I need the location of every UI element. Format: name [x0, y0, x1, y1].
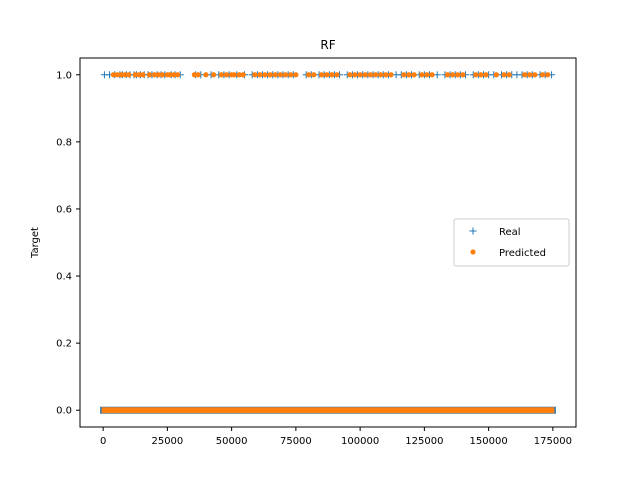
- predicted-point: [272, 72, 278, 78]
- real-point: [433, 71, 441, 79]
- x-tick-label: 150000: [470, 436, 508, 447]
- predicted-point: [203, 72, 209, 78]
- predicted-point: [357, 72, 363, 78]
- predicted-point: [240, 72, 246, 78]
- legend: Real Predicted: [453, 218, 570, 267]
- predicted-point: [324, 72, 330, 78]
- predicted-point: [211, 72, 217, 78]
- predicted-point: [473, 72, 479, 78]
- y-tick-label: 0.0: [56, 406, 72, 417]
- predicted-point: [372, 72, 379, 78]
- y-tick-label: 0.6: [56, 204, 72, 215]
- predicted-point: [460, 72, 466, 78]
- predicted-point: [252, 72, 258, 78]
- predicted-point: [455, 72, 461, 78]
- predicted-point: [277, 72, 284, 78]
- predicted-point: [478, 72, 484, 78]
- predicted-point: [257, 72, 263, 78]
- predicted-point: [501, 72, 507, 78]
- legend-label-real: Real: [499, 227, 521, 238]
- predicted-point: [306, 72, 312, 78]
- predicted-point: [522, 72, 528, 78]
- predicted-point: [444, 72, 451, 78]
- predicted-point: [367, 72, 374, 78]
- y-tick-label: 0.4: [56, 272, 72, 283]
- predicted-point: [159, 72, 165, 78]
- predicted-point: [411, 72, 417, 78]
- predicted-point: [311, 72, 317, 78]
- chart-title: RF: [320, 38, 335, 52]
- predicted-point: [151, 72, 158, 78]
- predicted-point: [262, 72, 268, 78]
- predicted-point: [122, 72, 128, 78]
- predicted-point: [140, 72, 146, 78]
- x-axis: 0 25000 50000 75000 100000 125000 150000 175000: [100, 427, 572, 447]
- legend-predicted-marker: [470, 249, 476, 255]
- x-tick-label: 0: [100, 436, 106, 447]
- predicted-point: [293, 72, 299, 78]
- predicted-point: [110, 72, 117, 78]
- predicted-point: [282, 72, 289, 78]
- legend-real-marker: [469, 227, 477, 235]
- y-tick-label: 1.0: [56, 70, 72, 81]
- data-points: [100, 71, 556, 79]
- predicted-point: [506, 72, 512, 78]
- x-tick-label: 25000: [151, 436, 183, 447]
- x-tick-label: 50000: [216, 436, 248, 447]
- predicted-point: [334, 72, 340, 78]
- predicted-point: [329, 72, 335, 78]
- predicted-point: [493, 72, 499, 78]
- predicted-point: [167, 72, 173, 78]
- predicted-point: [191, 72, 197, 78]
- predicted-point: [527, 72, 533, 78]
- predicted-point: [132, 72, 138, 78]
- x-tick-label: 125000: [405, 436, 443, 447]
- predicted-point: [362, 72, 368, 78]
- predicted-point: [483, 72, 489, 78]
- predicted-point: [218, 72, 224, 78]
- predicted-point: [545, 72, 551, 78]
- predicted-point: [401, 72, 407, 78]
- predicted-point: [532, 72, 538, 78]
- predicted-point: [136, 72, 142, 78]
- x-tick-label: 75000: [280, 436, 312, 447]
- predicted-point: [195, 72, 201, 78]
- predicted-point: [231, 72, 237, 78]
- predicted-baseline-band: [101, 407, 555, 414]
- predicted-point: [288, 72, 294, 78]
- predicted-point: [146, 72, 152, 78]
- predicted-point: [114, 72, 120, 78]
- y-axis: 0.0 0.2 0.4 0.6 0.8 1.0: [56, 70, 80, 417]
- predicted-point: [383, 72, 389, 78]
- predicted-point: [175, 72, 181, 78]
- x-tick-label: 175000: [534, 436, 572, 447]
- y-tick-label: 0.8: [56, 137, 72, 148]
- predicted-point: [126, 72, 132, 78]
- predicted-point: [223, 72, 230, 78]
- predicted-point: [347, 72, 353, 78]
- predicted-point: [429, 72, 435, 78]
- predicted-point: [118, 72, 124, 78]
- y-axis-label: Target: [30, 227, 41, 259]
- predicted-point: [450, 72, 456, 78]
- predicted-point: [419, 72, 425, 78]
- predicted-point: [318, 72, 325, 78]
- predicted-point: [267, 72, 273, 78]
- predicted-point: [171, 72, 177, 78]
- plot-frame: [79, 57, 577, 428]
- predicted-point: [388, 72, 394, 78]
- predicted-point: [539, 72, 546, 78]
- predicted-point: [378, 72, 384, 78]
- legend-box: [453, 218, 570, 267]
- predicted-point: [406, 72, 412, 78]
- predicted-point: [352, 72, 358, 78]
- x-tick-label: 100000: [341, 436, 379, 447]
- y-tick-label: 0.2: [56, 339, 72, 350]
- predicted-point: [236, 72, 242, 78]
- predicted-point: [155, 72, 161, 78]
- baseline-marks: [100, 406, 556, 414]
- legend-label-predicted: Predicted: [499, 248, 546, 259]
- predicted-point: [424, 72, 430, 78]
